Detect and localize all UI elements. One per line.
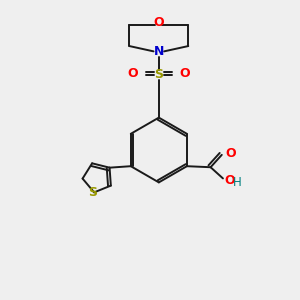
Text: H: H [233,176,242,189]
Text: O: O [179,67,190,80]
Text: O: O [224,174,235,187]
Text: S: S [154,68,163,81]
Text: N: N [154,45,164,58]
Text: O: O [128,67,138,80]
Text: O: O [154,16,164,29]
Text: O: O [225,147,236,160]
Text: S: S [88,186,97,199]
